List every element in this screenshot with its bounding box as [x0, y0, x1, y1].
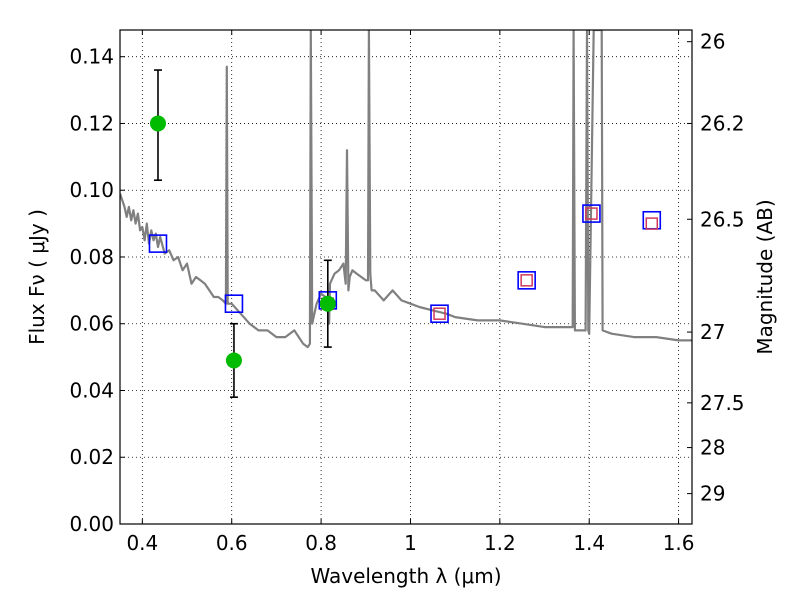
model-square-marker: [585, 207, 598, 220]
y-tick-label: 0.12: [69, 111, 114, 135]
x-axis-title: Wavelength λ (μm): [310, 564, 501, 588]
axis-ticks: [120, 30, 692, 525]
plot-background: [120, 30, 692, 524]
model-square-marker: [645, 217, 659, 230]
model-square-marker: [433, 307, 446, 320]
y2-axis-title: Magnitude (AB): [753, 199, 777, 354]
filled-circle-marker: [149, 115, 166, 132]
x-tick-label: 0.6: [216, 531, 248, 555]
y-tick-label: 0.10: [69, 178, 114, 202]
y-tick-label: 0.04: [69, 378, 114, 402]
x-tick-label: 1: [404, 531, 417, 555]
y2-tick-label: 26.5: [700, 207, 745, 231]
x-tick-label: 1.4: [573, 531, 605, 555]
y2-tick-label: 28: [700, 436, 725, 460]
y2-tick-label: 27.5: [700, 391, 745, 415]
observed-square-marker: [582, 204, 601, 223]
y2-tick-label: 26: [700, 30, 725, 54]
observed-square-marker: [430, 304, 449, 324]
y2-tick-label: 29: [700, 482, 725, 506]
y-tick-label: 0.02: [69, 445, 114, 469]
y-axis-title: Flux Fν ( μJy ): [25, 209, 49, 345]
y-tick-label: 0.00: [69, 512, 114, 536]
plot-frame: [119, 29, 693, 525]
x-tick-label: 1.2: [484, 531, 516, 555]
model-square-marker: [520, 274, 533, 287]
filled-circle-marker: [319, 295, 336, 312]
observed-square-marker: [224, 294, 244, 314]
observed-square-marker: [148, 234, 168, 253]
y2-tick-label: 27: [700, 320, 725, 344]
x-tick-label: 0.4: [126, 531, 158, 555]
observed-square-marker: [517, 271, 536, 290]
x-tick-label: 1.6: [663, 531, 695, 555]
axis-tick-labels: 0.4 0.6 0.8 1 1.2 1.4 1.6 0.00 0.02 0.04 0.06 0.08 0…: [69, 30, 744, 555]
y-tick-label: 0.14: [69, 45, 114, 69]
y2-tick-label: 26.2: [700, 111, 745, 135]
photometry-points: [148, 69, 662, 398]
y-tick-label: 0.06: [69, 312, 114, 336]
y-tick-label: 0.08: [69, 245, 114, 269]
x-tick-label: 0.8: [305, 531, 337, 555]
filled-circle-marker: [225, 352, 242, 369]
